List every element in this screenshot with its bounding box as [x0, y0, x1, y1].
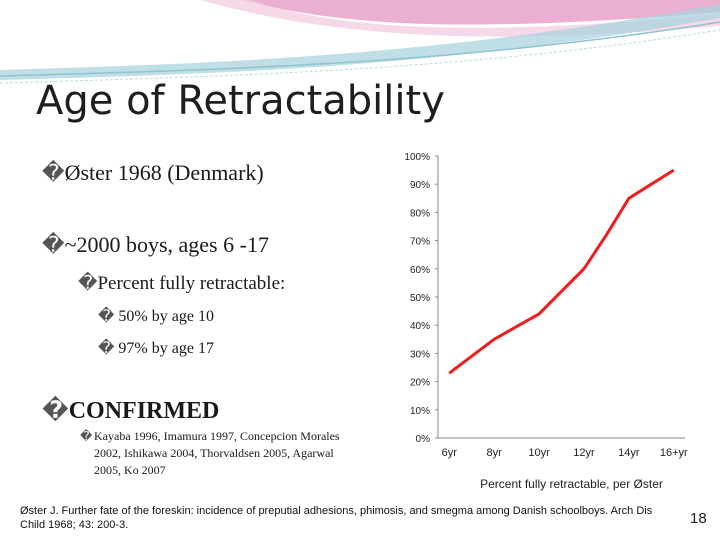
slide-title: Age of Retractability	[36, 78, 445, 124]
bullet-glyph: �	[42, 233, 65, 258]
y-tick-label: 80%	[410, 208, 430, 219]
bullet-glyph: �	[78, 272, 98, 294]
x-tick-label: 16+yr	[660, 447, 688, 459]
bullet-text: CONFIRMED	[68, 398, 220, 424]
bullet-glyph: �	[42, 161, 65, 186]
bullet-percent-retractable: �Percent fully retractable:	[78, 272, 285, 295]
y-tick-label: 60%	[410, 265, 430, 276]
bullet-oster-1968: �Øster 1968 (Denmark)	[42, 160, 264, 186]
bullet-glyph: �	[98, 338, 115, 357]
bullet-text: 97% by age 17	[114, 340, 214, 357]
y-tick-label: 0%	[416, 434, 431, 445]
bullet-confirming-studies: � Kayaba 1996, Imamura 1997, Concepcion …	[80, 428, 345, 479]
y-tick-label: 50%	[410, 293, 430, 304]
bullet-glyph: �	[42, 396, 69, 424]
series-line-retractable	[448, 168, 675, 375]
x-tick-label: 12yr	[573, 447, 595, 459]
header-decoration	[0, 0, 720, 84]
bullet-text: Øster 1968 (Denmark)	[64, 160, 264, 185]
bullet-text: Kayaba 1996, Imamura 1997, Concepcion Mo…	[94, 429, 340, 477]
citation-footnote: Øster J. Further fate of the foreskin: i…	[20, 505, 653, 531]
y-tick-label: 40%	[410, 321, 430, 332]
y-axis-ticks: 0% 10% 20% 30% 40% 50% 60% 70% 80% 90% 100%	[404, 152, 438, 445]
bullet-glyph: �	[98, 306, 115, 325]
retractability-line-chart: 0% 10% 20% 30% 40% 50% 60% 70% 80% 90% 100% 6yr 8yr…	[404, 152, 688, 491]
bullet-text: 50% by age 10	[114, 308, 214, 325]
y-tick-label: 90%	[410, 180, 430, 191]
bullet-sample-size: �~2000 boys, ages 6 -17	[42, 232, 269, 258]
teal-swoosh-line	[0, 21, 720, 77]
x-tick-label: 8yr	[486, 447, 502, 459]
bullet-confirmed: �CONFIRMED	[42, 396, 219, 425]
bullet-glyph: �	[80, 429, 93, 443]
bullet-text: ~2000 boys, ages 6 -17	[64, 232, 269, 257]
y-tick-label: 10%	[410, 406, 430, 417]
y-tick-label: 30%	[410, 349, 430, 360]
x-tick-label: 10yr	[528, 447, 550, 459]
bullet-50-percent: � 50% by age 10	[98, 306, 214, 326]
bullet-97-percent: � 97% by age 17	[98, 338, 214, 358]
y-tick-label: 20%	[410, 378, 430, 389]
bullet-text: Percent fully retractable:	[97, 273, 286, 294]
y-tick-label: 100%	[404, 152, 430, 163]
pink-swoosh	[240, 0, 720, 25]
x-axis-title: Percent fully retractable, per Øster	[480, 477, 663, 491]
x-tick-label: 6yr	[442, 447, 458, 459]
x-tick-label: 14yr	[618, 447, 640, 459]
page-number: 18	[690, 510, 707, 527]
y-tick-label: 70%	[410, 237, 430, 248]
teal-dash-line	[0, 29, 720, 84]
x-axis-ticks: 6yr 8yr 10yr 12yr 14yr 16+yr	[442, 447, 688, 459]
teal-swoosh	[0, 4, 720, 80]
